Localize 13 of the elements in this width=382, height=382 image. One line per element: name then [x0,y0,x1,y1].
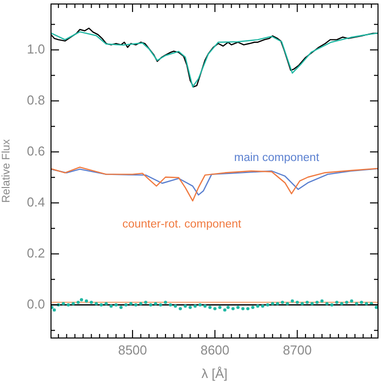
x-tick-label: 8500 [118,342,148,358]
y-tick-label: 0.0 [26,296,45,312]
y-tick-label: 0.6 [26,143,45,158]
y-tick-label: 0.2 [26,245,45,260]
x-tick-label: 8600 [200,342,230,358]
y-tick-label: 1.0 [26,41,45,56]
text: counter-rot. component [122,218,242,231]
y-tick-label: 0.4 [26,194,45,210]
y-axis-title: Relative Flux [0,138,13,203]
x-axis-title: λ [Å] [201,366,228,381]
x-tick-label: 8700 [282,342,312,358]
series-label: main component [234,152,320,164]
y-tick-label: 0.8 [26,92,45,108]
